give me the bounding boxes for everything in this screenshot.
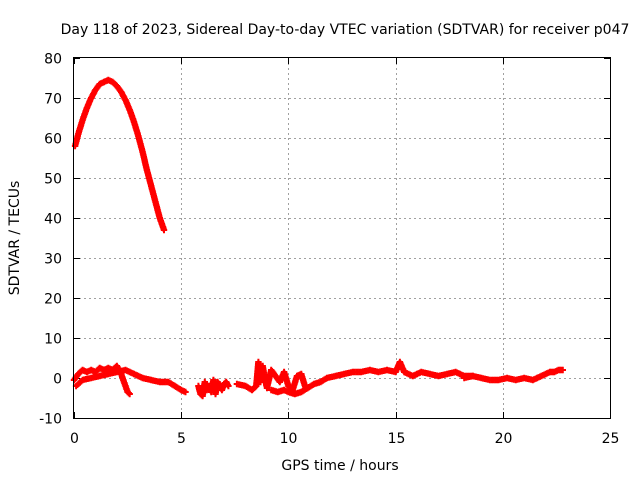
series-arc-b [72,366,189,396]
y-tick-label: -10 [39,412,62,428]
data-point [182,388,189,396]
chart-title: Day 118 of 2023, Sidereal Day-to-day VTE… [61,22,630,38]
y-tick-label: 40 [44,212,62,228]
x-tick-label: 15 [388,431,406,447]
plot-frame [73,57,611,419]
data-point [559,366,566,374]
data-point [225,382,232,390]
x-tick-label: 10 [280,431,298,447]
data-point [160,226,168,234]
y-tick-label: 0 [53,372,62,388]
y-tick-label: 30 [44,252,62,268]
series-arc-c [195,376,232,400]
data-point [126,390,133,398]
series-arc-d [233,358,309,394]
y-tick-label: 70 [44,92,62,108]
x-tick-label: 20 [495,431,513,447]
data-series [70,76,566,400]
y-tick-label: 10 [44,332,62,348]
x-axis-label: GPS time / hours [281,458,398,474]
x-tick-label: 0 [70,431,79,447]
y-tick-label: 50 [44,172,62,188]
grid [74,58,610,418]
y-axis-label: SDTVAR / TECUs [7,181,23,296]
x-tick-label: 5 [177,431,186,447]
axes: 0 5 10 15 20 25 -10 0 10 20 30 40 50 60 70 80 [39,52,619,448]
y-tick-label: 60 [44,132,62,148]
y-tick-label: 20 [44,292,62,308]
series-arc-high [71,76,168,234]
series-arc-f [461,366,566,384]
y-tick-label: 80 [44,52,62,68]
x-tick-label: 25 [602,431,620,447]
